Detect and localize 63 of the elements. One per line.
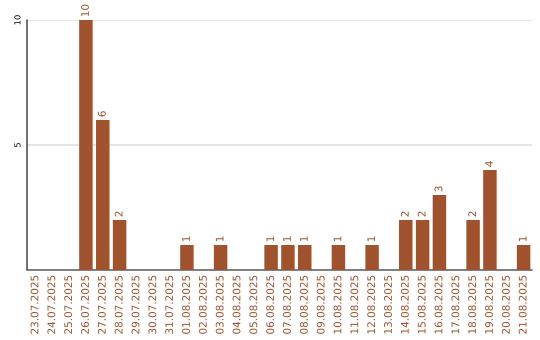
x-tick-label: 08.08.2025 — [300, 276, 308, 334]
bar — [432, 195, 446, 270]
x-tick-label: 04.08.2025 — [232, 276, 240, 334]
x-tick-label: 13.08.2025 — [384, 276, 392, 334]
bar — [281, 245, 295, 270]
bar — [365, 245, 379, 270]
data-label: 6 — [98, 111, 106, 116]
data-label: 1 — [367, 236, 375, 242]
data-label: 1 — [283, 236, 291, 242]
x-tick-label: 18.08.2025 — [468, 276, 476, 334]
data-label: 1 — [182, 236, 190, 242]
x-tick-label: 09.08.2025 — [316, 276, 325, 334]
x-tick-label: 29.07.2025 — [132, 276, 140, 334]
x-tick-label: 28.07.2025 — [114, 276, 123, 334]
x-tick-label: 03.08.2025 — [216, 276, 224, 334]
x-tick-label: 21.08.2025 — [518, 276, 527, 334]
x-tick-label: 30.07.2025 — [148, 276, 156, 334]
x-tick-label: 17.08.2025 — [451, 276, 460, 334]
bar — [416, 220, 430, 270]
data-label: 2 — [114, 212, 122, 216]
x-tick-label: 12.08.2025 — [367, 276, 376, 334]
x-tick-label: 14.08.2025 — [400, 276, 409, 334]
x-tick-label: 23.07.2025 — [30, 276, 38, 334]
x-tick-label: 19.08.2025 — [485, 276, 493, 334]
bar — [112, 220, 126, 270]
data-label: 1 — [518, 236, 526, 242]
x-tick-label: 24.07.2025 — [47, 276, 56, 334]
bar — [96, 120, 110, 270]
x-tick-label: 20.08.2025 — [502, 276, 510, 334]
bar — [264, 245, 278, 270]
data-label: 4 — [485, 161, 493, 167]
data-label: 1 — [266, 236, 274, 242]
bar — [214, 245, 228, 270]
x-tick-label: 07.08.2025 — [283, 276, 291, 334]
data-label: 2 — [400, 212, 409, 216]
bar — [516, 245, 530, 270]
x-tick-label: 02.08.2025 — [198, 276, 207, 334]
bar — [332, 245, 346, 270]
bar — [466, 220, 480, 270]
data-label: 2 — [468, 212, 476, 216]
data-label: 3 — [434, 186, 442, 192]
x-tick-label: 31.07.2025 — [165, 276, 174, 334]
data-label: 1 — [300, 236, 308, 242]
x-tick-label: 15.08.2025 — [418, 276, 426, 334]
data-label: 2 — [418, 212, 426, 216]
bar — [79, 20, 93, 270]
x-tick-label: 27.07.2025 — [98, 276, 106, 334]
y-tick-label: 5 — [14, 143, 21, 148]
x-tick-label: 25.07.2025 — [64, 276, 72, 334]
x-tick-label: 16.08.2025 — [434, 276, 442, 334]
bar — [399, 220, 412, 270]
x-tick-label: 10.08.2025 — [334, 276, 342, 334]
data-label: 1 — [216, 236, 224, 242]
x-tick-label: 11.08.2025 — [350, 276, 358, 334]
x-tick-label: 26.07.2025 — [81, 276, 89, 334]
x-tick-label: 06.08.2025 — [266, 276, 274, 334]
data-label: 10 — [81, 4, 89, 16]
bar — [298, 245, 312, 270]
data-label: 1 — [334, 236, 342, 242]
bar — [180, 245, 194, 270]
x-tick-label: 05.08.2025 — [249, 276, 258, 334]
x-tick-label: 01.08.2025 — [182, 276, 190, 334]
bar — [483, 170, 497, 270]
